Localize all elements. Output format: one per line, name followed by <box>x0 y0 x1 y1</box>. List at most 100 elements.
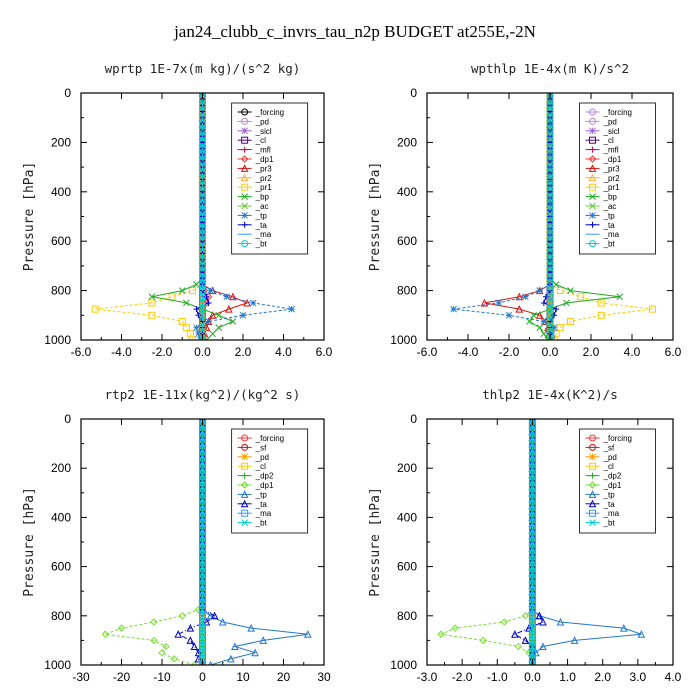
legend-marker <box>241 453 248 461</box>
legend-label: _pd <box>603 117 617 126</box>
x-tick-label: 0.0 <box>524 670 541 684</box>
x-tick-label: 0 <box>199 670 206 684</box>
legend-entry: _pr1 <box>237 183 272 192</box>
series-line <box>453 93 555 340</box>
data-point <box>225 305 233 313</box>
y-tick-label: 600 <box>51 560 71 574</box>
y-tick-label: 400 <box>51 510 71 524</box>
legend-marker <box>589 202 596 210</box>
y-tick-label: 200 <box>51 135 71 149</box>
data-point <box>186 623 195 632</box>
data-point <box>536 287 544 294</box>
data-point <box>529 458 536 466</box>
data-point <box>168 293 176 301</box>
data-point <box>208 311 217 319</box>
legend-entry: _forcing <box>585 434 632 443</box>
legend-entry: _bp <box>585 193 617 202</box>
data-point <box>530 311 537 319</box>
data-point <box>188 287 196 295</box>
data-point <box>540 330 548 338</box>
legend-marker <box>240 481 249 489</box>
data-point <box>199 618 206 626</box>
legend-marker <box>589 240 597 248</box>
series-group <box>101 419 312 665</box>
legend-entry: _tp <box>237 211 267 220</box>
data-point <box>577 293 585 301</box>
series-dp1 <box>101 419 207 665</box>
legend-marker <box>588 490 597 498</box>
panel-title: wprtp 1E-7x(m kg)/(s^2 kg) <box>105 61 301 76</box>
data-point <box>205 318 212 325</box>
data-point <box>199 649 206 657</box>
data-point <box>199 520 206 527</box>
data-point <box>567 317 574 325</box>
legend-label: _dp1 <box>603 481 622 490</box>
legend-marker <box>589 212 596 219</box>
y-tick-label: 1000 <box>390 658 417 672</box>
x-tick-label: -3.0 <box>417 670 438 684</box>
data-point <box>563 299 570 307</box>
legend-entry: _pr2 <box>237 173 272 183</box>
data-point <box>199 464 206 472</box>
legend: _forcing_sf_pd_cl_dp2_dp1_tp_ta_ma_bt <box>231 428 309 534</box>
data-point <box>229 292 237 301</box>
y-tick-label: 600 <box>51 234 71 248</box>
legend-entry: _ta <box>585 499 615 509</box>
y-tick-label: 800 <box>51 284 71 298</box>
data-point <box>199 507 206 515</box>
x-tick-label: 0.0 <box>194 345 211 359</box>
data-point <box>199 434 206 441</box>
figure-title: jan24_clubb_c_invrs_tau_n2p BUDGET at255… <box>173 22 536 41</box>
data-point <box>556 287 564 295</box>
panel-title: wpthlp 1E-4x(m K)/s^2 <box>471 61 629 76</box>
legend-entry: _ta <box>237 221 267 230</box>
data-point <box>178 612 186 620</box>
series-line <box>151 93 235 340</box>
legend-entry: _pd <box>585 117 617 126</box>
data-point <box>529 550 536 558</box>
data-point <box>529 618 536 626</box>
data-point <box>479 636 487 645</box>
legend-entry: _ma <box>237 509 272 518</box>
y-tick-label: 1000 <box>44 658 71 672</box>
legend-entry: _tp <box>237 490 267 499</box>
legend-label: _pr2 <box>603 174 621 183</box>
data-point <box>480 298 489 307</box>
x-tick-label: -6.0 <box>71 345 92 359</box>
legend-marker <box>241 443 249 451</box>
data-point <box>536 324 544 332</box>
data-point <box>597 299 605 307</box>
data-point <box>529 563 536 570</box>
data-point <box>182 299 190 307</box>
data-point <box>199 538 206 546</box>
data-point <box>148 311 156 319</box>
y-axis-label: Pressure [hPa] <box>22 487 37 597</box>
data-point <box>529 421 536 429</box>
data-point <box>529 544 536 552</box>
y-tick-label: 600 <box>397 234 417 248</box>
panel-2: wpthlp 1E-4x(m K)/s^2 Pressure [hPa] -6.0 -… <box>368 61 682 359</box>
data-point <box>529 600 536 607</box>
data-point <box>178 317 186 325</box>
data-point <box>209 330 216 338</box>
panel-4: thlp2 1E-4x(K^2)/s Pressure [hPa] -3.0 -2.0… <box>368 387 682 684</box>
data-point <box>170 655 178 663</box>
data-point <box>529 624 536 632</box>
data-point <box>529 593 536 601</box>
y-tick-label: 1000 <box>390 333 417 347</box>
y-tick-label: 400 <box>397 510 417 524</box>
data-point <box>529 514 536 521</box>
data-point <box>616 293 624 301</box>
legend-label: _bt <box>603 519 616 528</box>
data-point <box>199 612 206 620</box>
legend-label: _pr1 <box>603 183 621 192</box>
data-point <box>552 281 560 288</box>
y-axis-label: Pressure [hPa] <box>22 162 37 272</box>
legend-marker <box>241 434 249 442</box>
legend-entry: _bt <box>585 519 616 528</box>
legend-label: _ma <box>603 509 620 518</box>
data-point <box>215 324 223 332</box>
legend-entry: _dp2 <box>585 472 622 481</box>
data-point <box>247 623 255 632</box>
